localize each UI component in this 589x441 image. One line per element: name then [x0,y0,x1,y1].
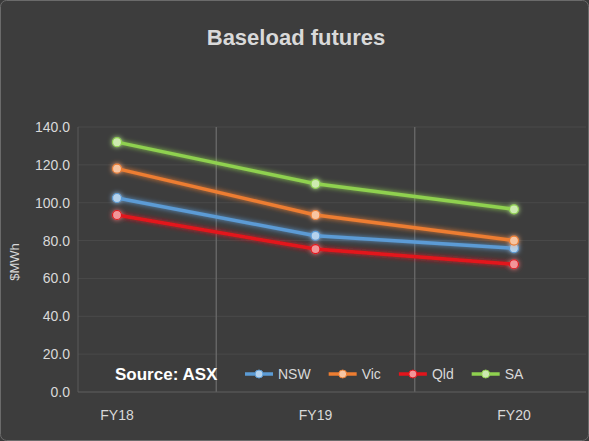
legend-marker [482,370,490,378]
y-tick-label: 80.0 [43,233,70,249]
chart: Baseload futures $MWh 0.0 20.0 40.0 60.0 80.0 1… [0,0,589,441]
legend-marker [339,370,347,378]
plot-area [113,138,519,269]
grid-line [78,354,586,355]
grid-line [78,316,586,317]
grid-line [78,127,586,128]
grid-line [78,392,586,393]
legend-marker [409,370,417,378]
legend-label: NSW [278,366,311,382]
series-3 [113,138,519,214]
y-tick-label: 120.0 [35,157,70,173]
marker [113,164,122,173]
y-tick-label: 0.0 [51,384,71,400]
grid-line [78,164,586,165]
legend-item: Vic [329,366,381,382]
y-axis-label: $MWh [7,243,22,281]
title: Baseload futures [207,25,386,50]
y-tick-label: 20.0 [43,346,70,362]
series-line [117,169,514,241]
marker [113,138,122,147]
legend-label: Vic [362,366,381,382]
series-2 [113,211,519,269]
background [1,1,589,441]
y-tick-label: 40.0 [43,308,70,324]
x-axis-line [78,392,586,393]
legend-item: NSW [245,366,311,382]
marker [113,211,122,220]
y-axis-line [78,127,79,392]
marker [510,260,519,269]
legend-item: SA [472,366,524,382]
x-tick-label: FY19 [299,407,333,423]
category-divider [414,127,415,392]
marker [113,193,122,202]
legend-marker [255,370,263,378]
grid-line [78,278,586,279]
series-1 [113,164,519,245]
marker [311,245,320,254]
legend-label: Qld [432,366,454,382]
marker [510,236,519,245]
series-line [117,215,514,264]
y-tick-label: 140.0 [35,119,70,135]
category-divider [216,127,217,392]
grid-line [78,202,586,203]
y-tick-label: 100.0 [35,195,70,211]
marker [311,231,320,240]
y-tick-label: 60.0 [43,270,70,286]
marker [311,179,320,188]
x-tick-label: FY18 [100,407,134,423]
x-tick-label: FY20 [497,407,531,423]
legend-label: SA [505,366,524,382]
marker [311,211,320,220]
marker [510,205,519,214]
legend-item: Qld [399,366,454,382]
series-line [117,198,514,248]
series-line [117,142,514,209]
annotation: Source: ASX [115,365,218,384]
